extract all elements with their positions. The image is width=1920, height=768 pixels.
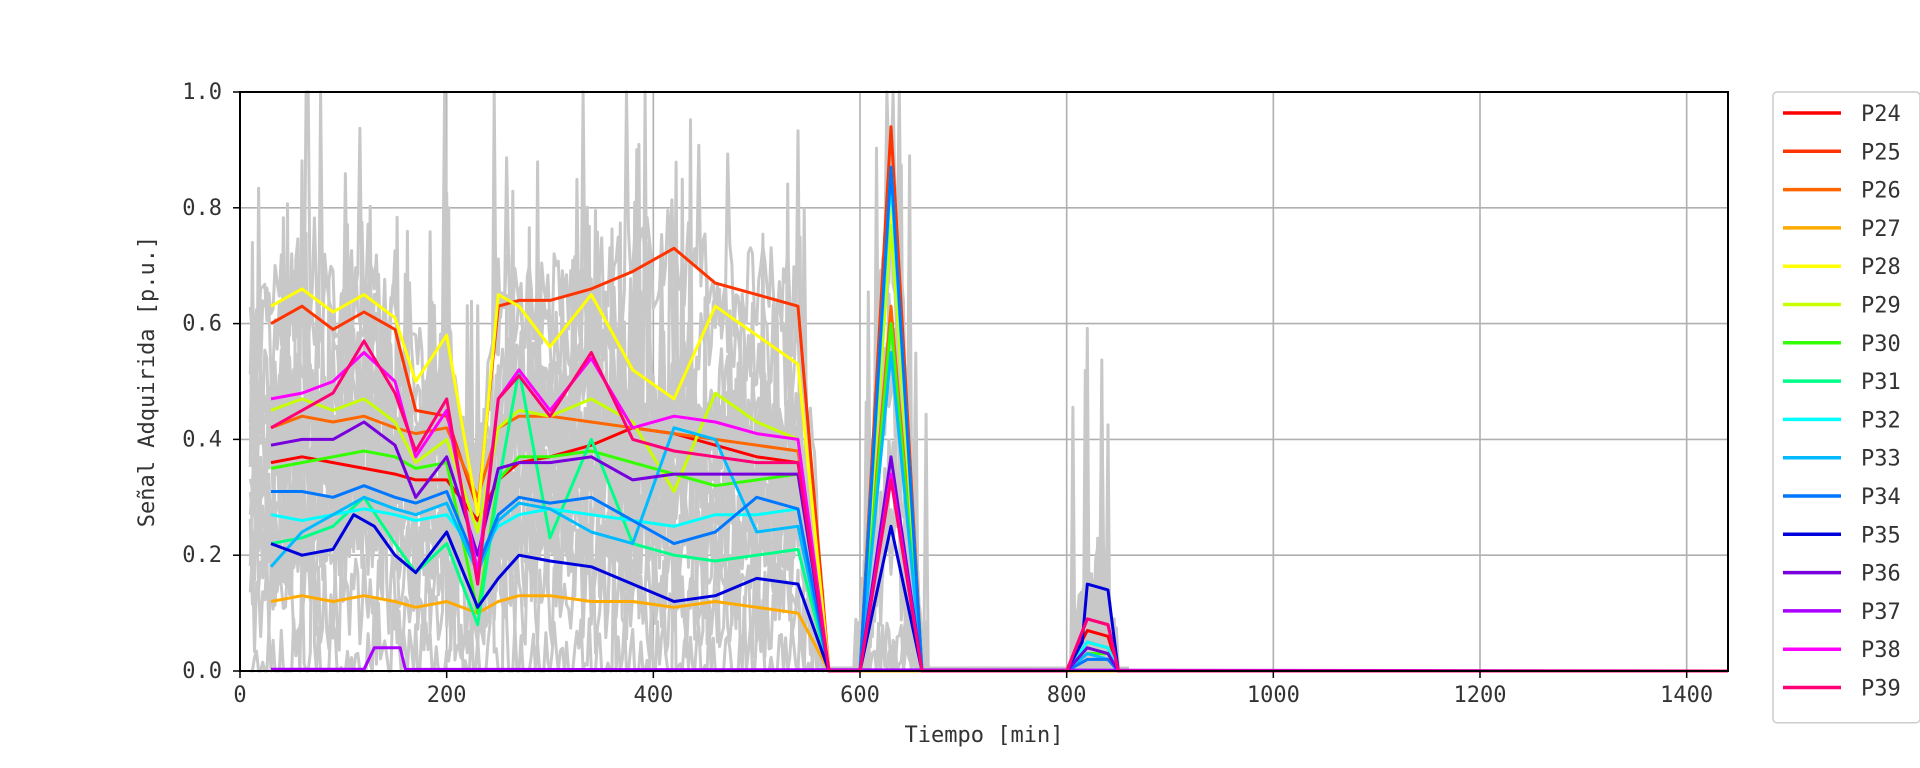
legend-label-p24: P24 bbox=[1861, 102, 1901, 127]
x-tick-label: 800 bbox=[1047, 683, 1087, 708]
legend-label-p36: P36 bbox=[1861, 562, 1901, 587]
y-axis-label: Señal Adquirida [p.u.] bbox=[135, 236, 160, 527]
y-tick-label: 0.8 bbox=[182, 196, 222, 221]
x-tick-label: 1200 bbox=[1454, 683, 1507, 708]
legend-label-p26: P26 bbox=[1861, 179, 1901, 204]
legend: P24 P25 P26 P27 P28 P29 P30 P31 P32 P33 P34 P35 P36 P… bbox=[1772, 91, 1920, 724]
y-tick-label: 1.0 bbox=[182, 80, 222, 105]
y-tick-label: 0.0 bbox=[182, 659, 222, 684]
legend-label-p33: P33 bbox=[1861, 447, 1901, 472]
legend-label-p32: P32 bbox=[1861, 408, 1901, 433]
legend-label-p29: P29 bbox=[1861, 294, 1901, 319]
legend-label-p39: P39 bbox=[1861, 677, 1901, 702]
y-tick-label: 0.4 bbox=[182, 427, 222, 452]
legend-label-p25: P25 bbox=[1861, 140, 1901, 165]
x-axis-ticks: 0 200 400 600 800 1000 1200 1400 bbox=[233, 671, 1713, 708]
legend-label-p38: P38 bbox=[1861, 638, 1901, 663]
legend-label-p31: P31 bbox=[1861, 370, 1901, 395]
plot-frame bbox=[239, 91, 1729, 672]
y-axis-ticks: 0.0 0.2 0.4 0.6 0.8 1.0 bbox=[182, 80, 240, 684]
legend-frame bbox=[1772, 91, 1920, 724]
x-tick-label: 200 bbox=[427, 683, 467, 708]
legend-label-p28: P28 bbox=[1861, 255, 1901, 280]
x-tick-label: 1400 bbox=[1660, 683, 1713, 708]
series-line-p35 bbox=[270, 513, 1728, 673]
x-tick-label: 400 bbox=[633, 683, 673, 708]
legend-label-p27: P27 bbox=[1861, 217, 1901, 242]
legend-label-p34: P34 bbox=[1861, 485, 1901, 510]
x-tick-label: 0 bbox=[233, 683, 246, 708]
x-axis-label: Tiempo [min] bbox=[905, 723, 1064, 748]
y-tick-label: 0.6 bbox=[182, 312, 222, 337]
y-tick-label: 0.2 bbox=[182, 543, 222, 568]
legend-label-p35: P35 bbox=[1861, 523, 1901, 548]
legend-label-p37: P37 bbox=[1861, 600, 1901, 625]
x-tick-label: 600 bbox=[840, 683, 880, 708]
legend-label-p30: P30 bbox=[1861, 332, 1901, 357]
series-line-p27 bbox=[270, 594, 1728, 673]
x-tick-label: 1000 bbox=[1247, 683, 1300, 708]
